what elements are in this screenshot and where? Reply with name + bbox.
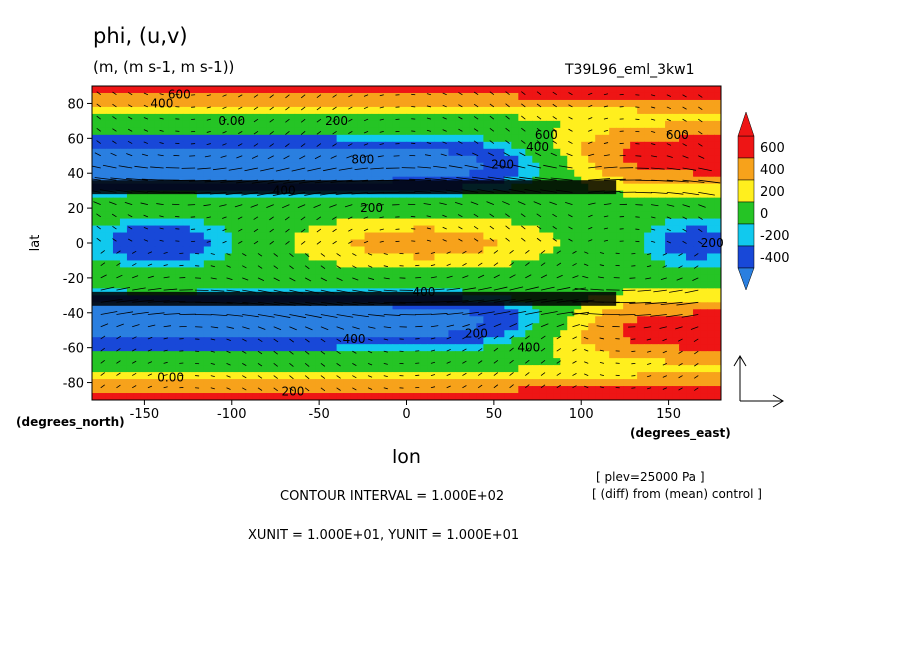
y-axis-label: lat [28,235,43,252]
contour-label: 400 [517,341,540,355]
contour-label: 200 [325,114,348,128]
y-tick-label: -40 [63,307,84,322]
y-tick-label: 20 [67,202,84,217]
x-axis-label: lon [392,446,421,468]
colorbar-bottom-arrow [737,267,755,291]
contour-label: 400 [343,332,366,346]
contour-label: 400 [150,96,173,110]
contour-label: 400 [413,285,436,299]
y-unit-label: (degrees_north) [16,415,125,429]
y-tick-label: 40 [67,167,84,182]
colorbar-swatch [737,157,755,181]
xy-unit: XUNIT = 1.000E+01, YUNIT = 1.000E+01 [248,528,520,543]
x-tick-label: -100 [217,407,247,422]
x-tick-label: -150 [130,407,160,422]
y-tick-label: -20 [63,272,84,287]
colorbar-label: -200 [760,229,790,244]
contour-interval: CONTOUR INTERVAL = 1.000E+02 [280,489,505,504]
diff-note: [ (diff) from (mean) control ] [592,487,762,501]
y-tick-label: 60 [67,132,84,147]
x-axis: -150 -100 -50 0 50 100 150 [130,400,681,422]
colorbar-label: 400 [760,163,785,178]
contour-label: 0.00 [218,114,245,128]
x-unit-label: (degrees_east) [630,426,731,440]
contour-label: 600 [168,88,191,102]
colorbar-label: 200 [760,185,785,200]
contour-label: 200 [360,201,383,215]
chart-title: phi, (u,v) [93,24,188,48]
contour-label: 600 [535,128,558,142]
chart-units: (m, (m s-1, m s-1)) [93,58,235,76]
y-tick-label: 0 [76,237,84,252]
y-tick-label: -80 [63,377,84,392]
y-axis: 80 60 40 20 0 -20 -40 -60 -80 [63,97,92,392]
colorbar-swatch [737,245,755,269]
contour-label: 800 [351,152,374,166]
contour-label: 400 [526,140,549,154]
contour-label: 200 [281,384,304,398]
run-name: T39L96_eml_3kw1 [565,62,695,78]
x-tick-label: 100 [569,407,594,422]
x-tick-label: -50 [309,407,330,422]
x-tick-label: 50 [486,407,503,422]
colorbar-label: 600 [760,141,785,156]
contour-label: 400 [273,184,296,198]
colorbar-swatch [737,201,755,225]
colorbar: 600 400 200 0 -200 -400 [737,111,790,291]
colorbar-swatch [737,223,755,247]
plev-note: [ plev=25000 Pa ] [596,470,705,484]
contour-label: 200 [701,236,724,250]
colorbar-swatch [737,179,755,203]
wind-vectors [92,91,721,392]
x-tick-label: 0 [402,407,410,422]
contour-label: 200 [491,158,514,172]
contour-label: 600 [666,128,689,142]
x-tick-label: 150 [656,407,681,422]
contour-label: 200 [465,327,488,341]
colorbar-label: -400 [760,251,790,266]
contour-label: 0.00 [157,370,184,384]
colorbar-label: 0 [760,207,768,222]
colorbar-top-arrow [737,111,755,137]
colorbar-swatch [737,135,755,159]
y-tick-label: -60 [63,342,84,357]
phi-field [92,86,721,400]
y-tick-label: 80 [67,97,84,112]
vector-reference-icon [733,355,784,408]
